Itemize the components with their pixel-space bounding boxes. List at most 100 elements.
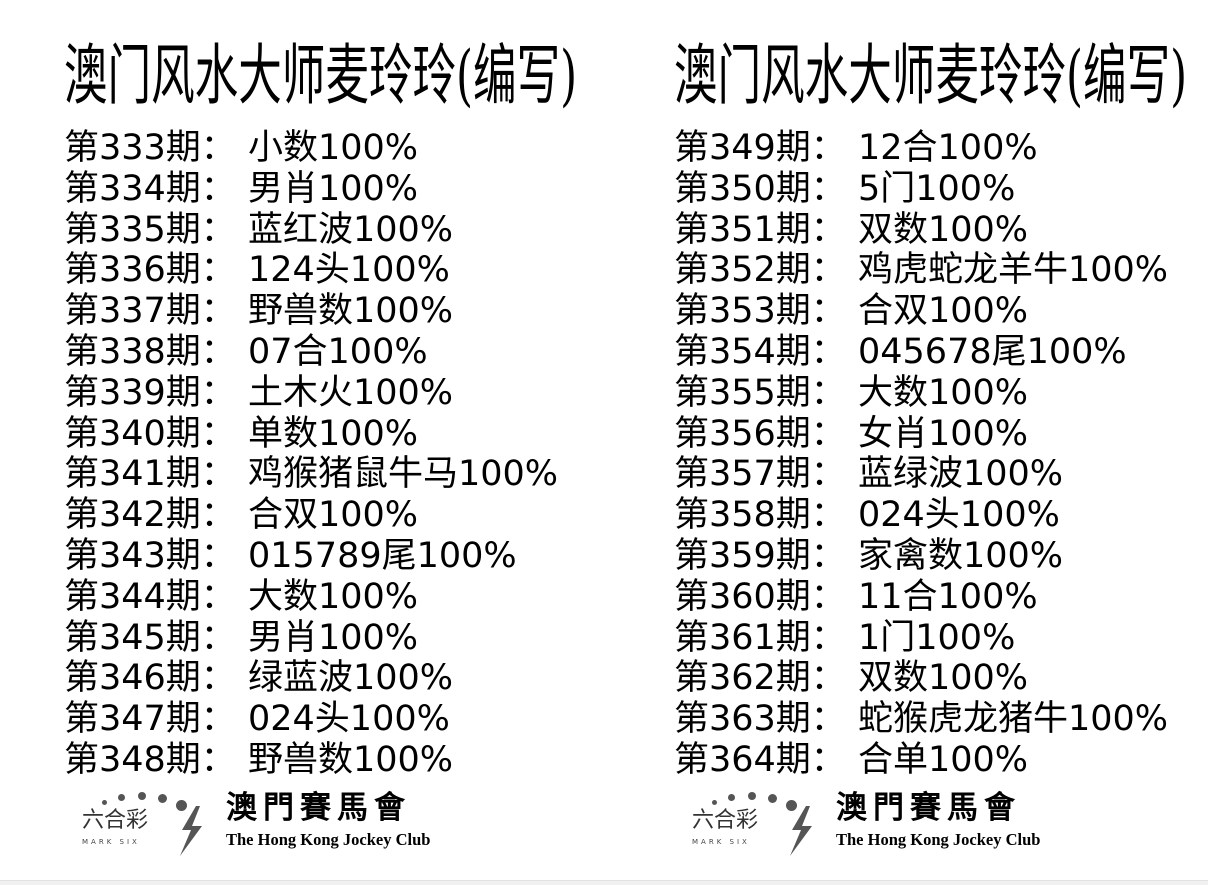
period-label: 第344期： xyxy=(64,576,236,617)
period-label: 第333期： xyxy=(64,128,236,168)
list-item: 第342期： 合双100% xyxy=(64,495,558,536)
prediction-list: 第349期： 12合100% 第350期： 5门100% 第351期： 双数100% 第35… xyxy=(674,128,1168,781)
list-item: 第353期： 合双100% xyxy=(674,291,1168,332)
prediction-list: 第333期： 小数100% 第334期： 男肖100% 第335期： 蓝红波100% 第33… xyxy=(64,128,558,781)
list-item: 第355期： 大数100% xyxy=(674,373,1168,414)
list-item: 第341期： 鸡猴猪鼠牛马100% xyxy=(64,454,558,495)
period-label: 第351期： xyxy=(674,209,846,250)
list-item: 第344期： 大数100% xyxy=(64,577,558,618)
list-item: 第349期： 12合100% xyxy=(674,128,1168,169)
list-item: 第339期： 土木火100% xyxy=(64,373,558,414)
prediction-value: 024头100% xyxy=(858,495,1060,536)
period-label: 第336期： xyxy=(64,250,236,291)
list-item: 第336期： 124头100% xyxy=(64,250,558,291)
prediction-value: 鸡虎蛇龙羊牛100% xyxy=(858,250,1169,291)
list-item: 第346期： 绿蓝波100% xyxy=(64,658,558,699)
prediction-value: 男肖100% xyxy=(248,168,419,209)
period-label: 第340期： xyxy=(64,413,236,454)
period-label: 第354期： xyxy=(674,331,846,372)
period-label: 第347期： xyxy=(64,699,236,740)
list-item: 第335期： 蓝红波100% xyxy=(64,210,558,251)
lightning-icon xyxy=(790,806,812,856)
prediction-value: 大数100% xyxy=(248,576,419,617)
period-label: 第352期： xyxy=(674,250,846,291)
list-item: 第348期： 野兽数100% xyxy=(64,740,558,781)
period-label: 第334期： xyxy=(64,168,236,209)
mark-six-en: MARK SIX xyxy=(82,838,140,846)
prediction-value: 男肖100% xyxy=(248,617,419,658)
list-item: 第357期： 蓝绿波100% xyxy=(674,454,1168,495)
list-item: 第359期： 家禽数100% xyxy=(674,536,1168,577)
column-title: 澳门风水大师麦玲玲(编写) xyxy=(64,37,578,114)
prediction-value: 合单100% xyxy=(858,739,1029,780)
prediction-value: 双数100% xyxy=(858,209,1029,250)
period-label: 第342期： xyxy=(64,495,236,536)
prediction-value: 野兽数100% xyxy=(248,291,454,332)
period-label: 第364期： xyxy=(674,739,846,780)
mark-six-zh: 六合彩 xyxy=(82,808,149,833)
prediction-value: 蓝红波100% xyxy=(248,209,454,250)
jockey-club-logo: 六合彩 MARK SIX 澳門賽馬會 The Hong Kong Jockey … xyxy=(688,790,1108,860)
period-label: 第348期： xyxy=(64,739,236,780)
period-label: 第362期： xyxy=(674,658,846,699)
period-label: 第356期： xyxy=(674,413,846,454)
period-label: 第346期： xyxy=(64,658,236,699)
prediction-value: 野兽数100% xyxy=(248,739,454,780)
club-name-en: The Hong Kong Jockey Club xyxy=(836,830,1041,849)
list-item: 第333期： 小数100% xyxy=(64,128,558,169)
prediction-value: 合双100% xyxy=(248,495,419,536)
list-item: 第354期： 045678尾100% xyxy=(674,332,1168,373)
mark-six-zh: 六合彩 xyxy=(692,808,759,833)
prediction-value: 大数100% xyxy=(858,372,1029,413)
list-item: 第362期： 双数100% xyxy=(674,658,1168,699)
list-item: 第347期： 024头100% xyxy=(64,699,558,740)
list-item: 第356期： 女肖100% xyxy=(674,414,1168,455)
period-label: 第355期： xyxy=(674,372,846,413)
list-item: 第352期： 鸡虎蛇龙羊牛100% xyxy=(674,250,1168,291)
prediction-value: 1门100% xyxy=(858,617,1016,658)
prediction-value: 合双100% xyxy=(858,291,1029,332)
list-item: 第340期： 单数100% xyxy=(64,414,558,455)
prediction-value: 07合100% xyxy=(248,331,428,372)
prediction-value: 045678尾100% xyxy=(858,331,1127,372)
prediction-value: 12合100% xyxy=(858,128,1038,168)
period-label: 第349期： xyxy=(674,128,846,168)
prediction-value: 024头100% xyxy=(248,699,450,740)
list-item: 第361期： 1门100% xyxy=(674,618,1168,659)
jockey-club-logo: 六合彩 MARK SIX 澳門賽馬會 The Hong Kong Jockey … xyxy=(78,790,498,860)
list-item: 第358期： 024头100% xyxy=(674,495,1168,536)
prediction-value: 小数100% xyxy=(248,128,419,168)
period-label: 第353期： xyxy=(674,291,846,332)
period-label: 第345期： xyxy=(64,617,236,658)
prediction-value: 女肖100% xyxy=(858,413,1029,454)
list-item: 第351期： 双数100% xyxy=(674,210,1168,251)
club-name-zh: 澳門賽馬會 xyxy=(836,790,1021,826)
period-label: 第339期： xyxy=(64,372,236,413)
period-label: 第350期： xyxy=(674,168,846,209)
prediction-value: 土木火100% xyxy=(248,372,454,413)
prediction-value: 11合100% xyxy=(858,576,1038,617)
lightning-icon xyxy=(180,806,202,856)
column-title: 澳门风水大师麦玲玲(编写) xyxy=(674,37,1188,114)
period-label: 第341期： xyxy=(64,454,236,495)
prediction-value: 家禽数100% xyxy=(858,535,1064,576)
period-label: 第338期： xyxy=(64,331,236,372)
list-item: 第360期： 11合100% xyxy=(674,577,1168,618)
list-item: 第338期： 07合100% xyxy=(64,332,558,373)
prediction-value: 124头100% xyxy=(248,250,450,291)
list-item: 第363期： 蛇猴虎龙猪牛100% xyxy=(674,699,1168,740)
prediction-value: 绿蓝波100% xyxy=(248,658,454,699)
prediction-value: 蓝绿波100% xyxy=(858,454,1064,495)
club-name-en: The Hong Kong Jockey Club xyxy=(226,830,431,849)
period-label: 第359期： xyxy=(674,535,846,576)
prediction-value: 单数100% xyxy=(248,413,419,454)
list-item: 第337期： 野兽数100% xyxy=(64,291,558,332)
period-label: 第361期： xyxy=(674,617,846,658)
mark-six-en: MARK SIX xyxy=(692,838,750,846)
list-item: 第364期： 合单100% xyxy=(674,740,1168,781)
prediction-value: 5门100% xyxy=(858,168,1016,209)
list-item: 第345期： 男肖100% xyxy=(64,618,558,659)
list-item: 第334期： 男肖100% xyxy=(64,169,558,210)
prediction-value: 双数100% xyxy=(858,658,1029,699)
period-label: 第357期： xyxy=(674,454,846,495)
